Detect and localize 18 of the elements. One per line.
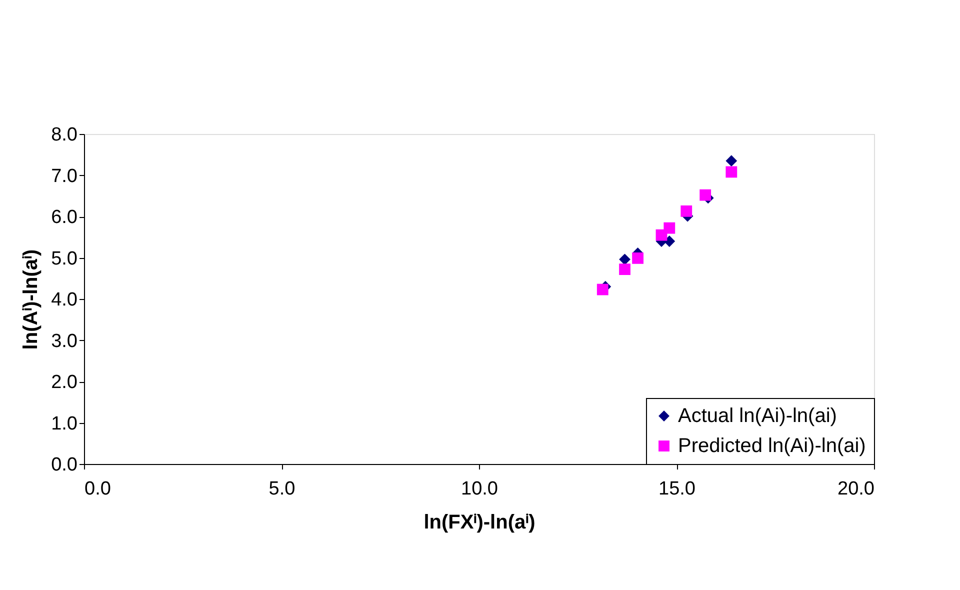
x-tick-label: 20.0 [838,478,874,500]
legend-label: Actual ln(Ai)-ln(ai) [678,405,837,427]
y-tick-label: 6.0 [51,207,78,228]
y-tick-label: 4.0 [51,290,78,310]
y-axis-title: ln(Aⁱ)-ln(aⁱ) [20,249,42,350]
x-axis-title: ln(FXⁱ)-ln(aⁱ) [424,512,536,534]
x-tick-label: 0.0 [84,478,111,500]
y-tick-label: 1.0 [51,413,78,434]
y-tick-label: 0.0 [51,454,78,476]
x-tick-label: 10.0 [461,478,498,500]
y-tick-label: 7.0 [51,166,78,187]
legend-label: Predicted ln(Ai)-ln(ai) [678,435,866,457]
x-tick-label: 15.0 [658,478,696,500]
x-tick-label: 5.0 [268,478,296,500]
y-tick-label: 2.0 [51,372,78,393]
y-tick-label: 3.0 [51,330,78,352]
y-tick-label: 8.0 [51,124,78,146]
y-tick-label: 5.0 [51,248,78,270]
